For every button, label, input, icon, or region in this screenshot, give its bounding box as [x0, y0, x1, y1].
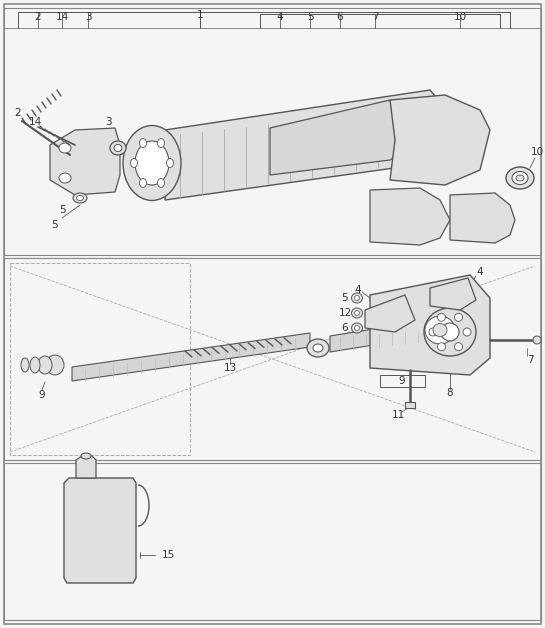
Ellipse shape: [123, 126, 181, 200]
Polygon shape: [165, 90, 445, 200]
Text: 5: 5: [59, 205, 65, 215]
Ellipse shape: [30, 357, 40, 373]
Text: 3: 3: [84, 12, 92, 22]
Ellipse shape: [352, 323, 362, 333]
Ellipse shape: [158, 178, 165, 187]
Ellipse shape: [167, 158, 173, 168]
Ellipse shape: [158, 139, 165, 148]
Ellipse shape: [81, 453, 91, 459]
Bar: [380, 375, 425, 387]
Text: 10: 10: [453, 12, 467, 22]
Text: 5: 5: [342, 293, 348, 303]
Ellipse shape: [21, 358, 29, 372]
Text: 3: 3: [105, 117, 111, 127]
Text: 14: 14: [28, 117, 41, 127]
Bar: [10, 263, 190, 455]
Ellipse shape: [533, 336, 541, 344]
Text: 7: 7: [526, 355, 534, 365]
Ellipse shape: [441, 323, 459, 341]
Bar: [70, 506, 128, 514]
Ellipse shape: [110, 141, 126, 155]
Text: 8: 8: [447, 388, 453, 398]
Bar: [70, 533, 128, 541]
Text: 10: 10: [530, 147, 543, 157]
Ellipse shape: [433, 323, 447, 337]
Text: 13: 13: [223, 363, 237, 373]
Text: 12: 12: [338, 308, 352, 318]
Text: 9: 9: [39, 390, 45, 400]
Polygon shape: [64, 478, 136, 583]
Polygon shape: [270, 100, 410, 175]
Polygon shape: [450, 193, 515, 243]
Text: 9: 9: [399, 376, 405, 386]
Ellipse shape: [516, 175, 524, 181]
Ellipse shape: [463, 328, 471, 336]
Text: 2: 2: [15, 108, 21, 118]
Text: 4: 4: [277, 12, 283, 22]
Text: 4: 4: [477, 267, 483, 277]
Ellipse shape: [429, 328, 437, 336]
Ellipse shape: [352, 293, 362, 303]
Ellipse shape: [438, 313, 445, 322]
Ellipse shape: [424, 308, 476, 356]
Ellipse shape: [135, 141, 169, 185]
Text: 15: 15: [161, 550, 174, 560]
Bar: [4, 8, 541, 28]
Ellipse shape: [506, 167, 534, 189]
Text: 6: 6: [342, 323, 348, 333]
Bar: [405, 402, 415, 408]
Text: 5: 5: [307, 12, 313, 22]
Text: 4: 4: [355, 285, 361, 295]
Ellipse shape: [313, 344, 323, 352]
Ellipse shape: [455, 313, 463, 322]
Ellipse shape: [46, 355, 64, 375]
Ellipse shape: [425, 316, 455, 344]
Ellipse shape: [140, 178, 147, 187]
Polygon shape: [430, 278, 476, 310]
Ellipse shape: [352, 308, 362, 318]
Polygon shape: [370, 275, 490, 375]
Polygon shape: [370, 188, 450, 245]
Ellipse shape: [438, 343, 445, 350]
Text: 2: 2: [35, 12, 41, 22]
Ellipse shape: [114, 144, 122, 151]
Ellipse shape: [354, 310, 360, 315]
Ellipse shape: [307, 339, 329, 357]
Bar: [4, 463, 541, 620]
Polygon shape: [72, 333, 310, 381]
Bar: [4, 258, 541, 460]
Ellipse shape: [38, 356, 52, 374]
Polygon shape: [330, 320, 430, 352]
Text: 5: 5: [52, 220, 58, 230]
Ellipse shape: [130, 158, 137, 168]
Ellipse shape: [354, 325, 360, 330]
Ellipse shape: [512, 171, 528, 185]
Bar: [4, 8, 541, 255]
Ellipse shape: [59, 143, 71, 153]
Text: 7: 7: [372, 12, 378, 22]
Polygon shape: [390, 95, 490, 185]
Text: 6: 6: [337, 12, 343, 22]
Polygon shape: [76, 456, 96, 478]
Polygon shape: [50, 128, 120, 195]
Ellipse shape: [455, 343, 463, 350]
Ellipse shape: [354, 296, 360, 301]
Text: 1: 1: [197, 10, 203, 20]
Text: 14: 14: [56, 12, 69, 22]
Polygon shape: [365, 295, 415, 332]
Text: 11: 11: [391, 410, 404, 420]
Ellipse shape: [140, 139, 147, 148]
Ellipse shape: [76, 195, 83, 200]
Ellipse shape: [59, 173, 71, 183]
Ellipse shape: [73, 193, 87, 203]
